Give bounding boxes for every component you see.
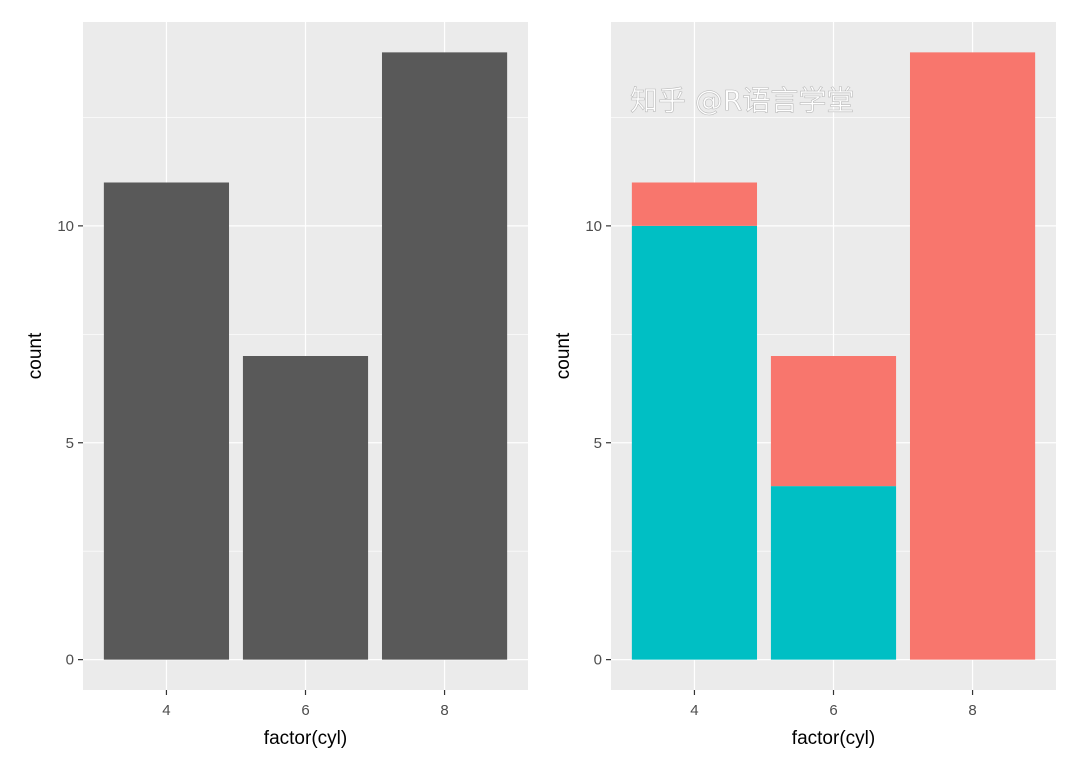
y-tick-label: 0 (66, 652, 74, 669)
x-tick-label: 8 (440, 702, 448, 719)
y-tick-label: 5 (66, 435, 74, 452)
bar-segment (631, 182, 758, 226)
bar (242, 356, 369, 660)
y-tick-label: 10 (585, 218, 602, 235)
x-axis-label: factor(cyl) (792, 728, 875, 749)
bar-segment (909, 52, 1036, 660)
y-tick-label: 10 (57, 218, 74, 235)
bar (103, 182, 230, 660)
y-tick-label: 5 (594, 435, 602, 452)
y-axis-label: count (25, 332, 46, 379)
x-axis-label: factor(cyl) (264, 728, 347, 749)
bar-segment (770, 486, 897, 660)
y-axis-label: count (553, 332, 574, 379)
x-tick-label: 6 (829, 702, 837, 719)
bar (381, 52, 508, 660)
x-tick-label: 4 (162, 702, 170, 719)
x-tick-label: 4 (690, 702, 698, 719)
bar-segment (631, 225, 758, 660)
x-tick-label: 6 (301, 702, 309, 719)
x-tick-label: 8 (968, 702, 976, 719)
bar-segment (770, 356, 897, 487)
y-tick-label: 0 (594, 652, 602, 669)
